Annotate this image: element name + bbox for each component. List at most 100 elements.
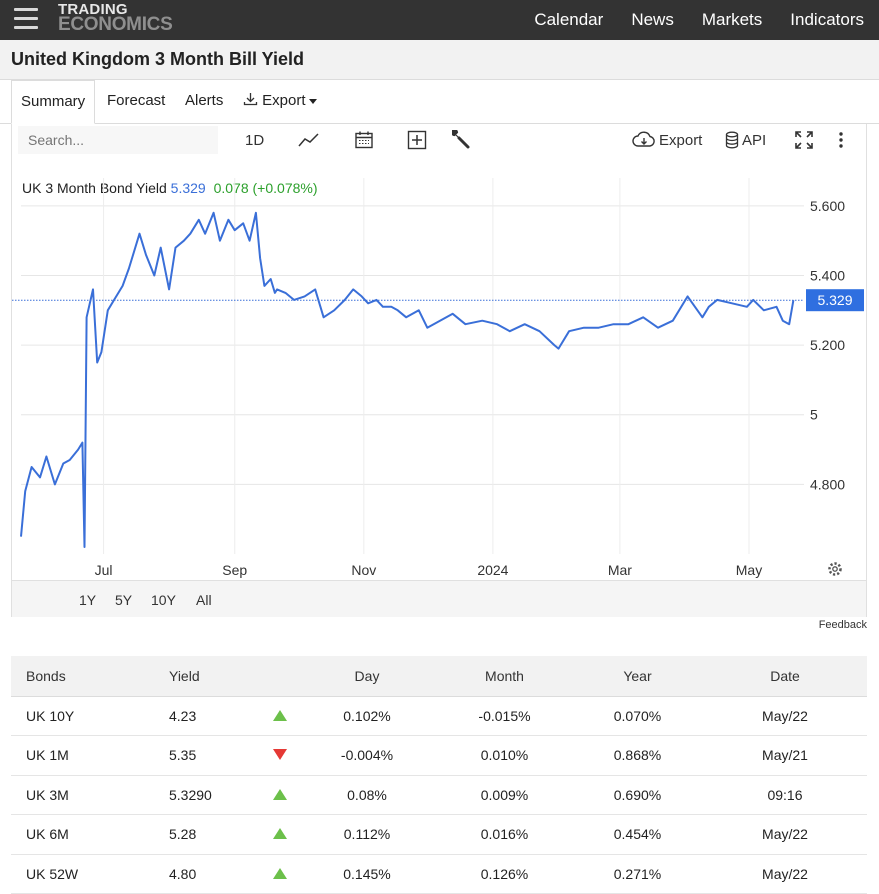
data-point (701, 316, 703, 318)
hamburger-menu-icon[interactable] (14, 8, 38, 30)
range-1y[interactable]: 1Y (79, 592, 97, 608)
range-all[interactable]: All (196, 592, 212, 608)
yield-line-chart[interactable]: 5.600 5.400 5.200 5 4.800 Jul Sep Nov 2024 Mar May… (12, 158, 866, 580)
header-month: Month (437, 656, 572, 697)
data-point (788, 323, 790, 325)
table-row[interactable]: UK 3M 5.3290 0.08% 0.009% 0.690% 09:16 (11, 775, 867, 815)
data-point (86, 316, 88, 318)
calendar-icon[interactable] (354, 128, 374, 152)
bond-name[interactable]: UK 1M (11, 735, 154, 776)
wrench-icon[interactable] (452, 128, 472, 152)
y-tick-label: 4.800 (810, 476, 845, 492)
data-point (367, 302, 369, 304)
bond-year-change: 0.690% (572, 775, 703, 815)
data-point (418, 309, 420, 311)
settings-gear-icon[interactable] (828, 562, 842, 576)
fullscreen-icon[interactable] (794, 128, 814, 152)
bond-name[interactable]: UK 52W (11, 854, 154, 894)
arrow-up-icon (272, 867, 287, 879)
bond-yield: 5.3290 (154, 775, 262, 815)
bond-yield: 4.23 (154, 696, 262, 736)
table-row[interactable]: UK 10Y 4.23 0.102% -0.015% 0.070% May/22 (11, 696, 867, 736)
chart-area: UK 3 Month Bond Yield 5.329 0.078 (+0.07… (12, 158, 866, 580)
direction-cell (262, 814, 297, 855)
data-point (782, 320, 784, 322)
data-point (775, 306, 777, 308)
data-point (452, 313, 454, 315)
nav-link-markets[interactable]: Markets (701, 10, 763, 29)
header-day: Day (297, 656, 437, 697)
data-point (568, 330, 570, 332)
bond-name[interactable]: UK 10Y (11, 696, 154, 736)
logo[interactable]: TRADING ECONOMICS (58, 2, 173, 34)
data-point (390, 306, 392, 308)
data-point (672, 320, 674, 322)
x-tick-label: Jul (95, 562, 113, 578)
x-tick-label: Mar (608, 562, 632, 578)
chart-panel: 1D Export API UK 3 Month Bond Yield 5.32 (11, 124, 867, 617)
data-point (213, 212, 215, 214)
api-button[interactable]: API (725, 128, 766, 152)
bond-day-change: -0.004% (297, 735, 437, 776)
bond-name[interactable]: UK 6M (11, 814, 154, 855)
data-point (54, 483, 56, 485)
bond-month-change: 0.016% (437, 814, 572, 855)
nav-link-news[interactable]: News (631, 10, 674, 29)
nav-link-calendar[interactable]: Calendar (534, 10, 604, 29)
database-icon (725, 131, 739, 149)
tab-summary[interactable]: Summary (11, 80, 96, 124)
bond-year-change: 0.868% (572, 735, 703, 776)
tab-export[interactable]: Export (243, 80, 317, 124)
data-point (96, 362, 98, 364)
data-point (69, 459, 71, 461)
legend-series-name: UK 3 Month Bond Yield (22, 180, 167, 196)
y-tick-label: 5.200 (810, 337, 845, 353)
data-point (31, 466, 33, 468)
arrow-up-icon (272, 788, 287, 800)
data-point (361, 295, 363, 297)
range-5y[interactable]: 5Y (115, 592, 133, 608)
feedback-link[interactable]: Feedback (818, 619, 867, 631)
data-point (598, 327, 600, 329)
data-point (376, 299, 378, 301)
table-row[interactable]: UK 6M 5.28 0.112% 0.016% 0.454% May/22 (11, 814, 867, 855)
add-indicator-icon[interactable] (407, 128, 427, 152)
table-row[interactable]: UK 52W 4.80 0.145% 0.126% 0.271% May/22 (11, 854, 867, 894)
data-point (553, 344, 555, 346)
nav-link-indicators[interactable]: Indicators (790, 10, 864, 29)
bond-date: May/22 (703, 814, 867, 855)
tab-alerts[interactable]: Alerts (185, 92, 224, 109)
arrow-up-icon (272, 709, 287, 721)
bond-date: May/21 (703, 735, 867, 776)
data-point (524, 323, 526, 325)
data-point (716, 299, 718, 301)
more-options-icon[interactable] (838, 128, 844, 152)
data-point (314, 288, 316, 290)
y-tick-label: 5 (810, 407, 818, 423)
data-point (792, 299, 794, 301)
table-row[interactable]: UK 1M 5.35 -0.004% 0.010% 0.868% May/21 (11, 735, 867, 776)
interval-button[interactable]: 1D (245, 131, 265, 149)
tab-forecast[interactable]: Forecast (107, 92, 166, 109)
data-point (198, 219, 200, 221)
bond-month-change: -0.015% (437, 696, 572, 736)
bond-day-change: 0.112% (297, 814, 437, 855)
bond-name[interactable]: UK 3M (11, 775, 154, 815)
api-label: API (742, 131, 767, 149)
data-point (153, 274, 155, 276)
export-chart-button[interactable]: Export (632, 128, 702, 152)
data-point (204, 233, 206, 235)
series-line (20, 211, 795, 548)
data-point (687, 295, 689, 297)
data-point (285, 292, 287, 294)
data-point (62, 462, 64, 464)
data-point (255, 212, 257, 214)
bond-day-change: 0.145% (297, 854, 437, 894)
line-chart-icon[interactable] (298, 128, 320, 152)
search-input[interactable] (18, 126, 218, 154)
data-point (259, 257, 261, 259)
data-point (708, 306, 710, 308)
range-10y[interactable]: 10Y (151, 592, 176, 608)
direction-cell (262, 854, 297, 894)
data-point (657, 327, 659, 329)
